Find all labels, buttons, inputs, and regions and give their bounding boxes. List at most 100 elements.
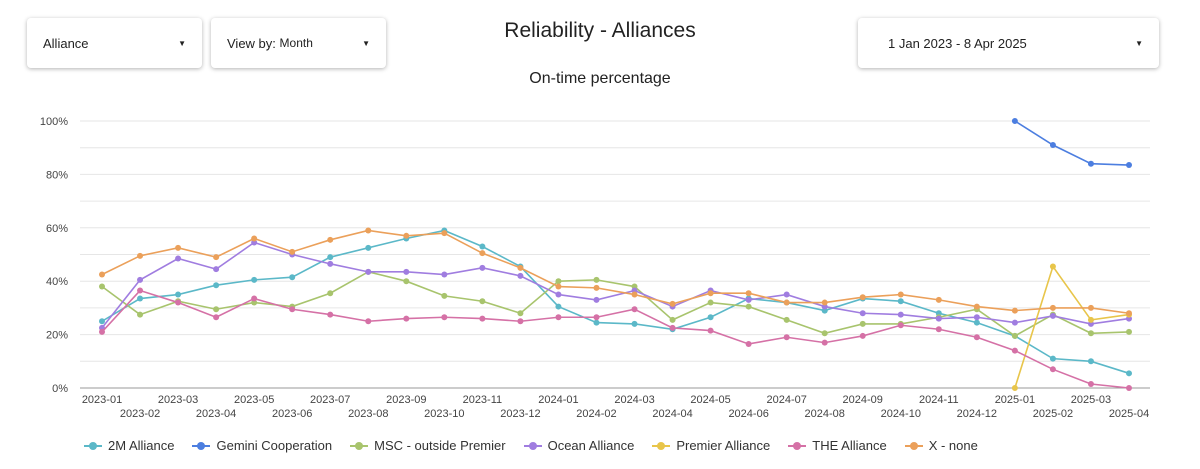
- dropdown-arrow-icon: ▼: [1135, 38, 1143, 48]
- x-tick-label: 2023-11: [463, 394, 503, 406]
- data-point: [1087, 330, 1094, 337]
- data-point: [859, 320, 866, 327]
- legend: 2M Alliance Gemini Cooperation MSC - outsi…: [84, 438, 978, 453]
- x-tick-label: 2023-06: [272, 408, 312, 420]
- x-tick-label: 2024-04: [652, 408, 692, 420]
- legend-item[interactable]: MSC - outside Premier: [350, 438, 506, 453]
- data-point: [783, 334, 790, 341]
- data-point: [441, 314, 448, 321]
- data-point: [707, 314, 714, 321]
- data-point: [707, 327, 714, 334]
- x-tick-label: 2024-01: [538, 394, 578, 406]
- data-point: [175, 244, 182, 251]
- x-tick-label: 2023-08: [348, 408, 388, 420]
- view-by-dropdown[interactable]: View by: Month ▼: [211, 18, 386, 68]
- data-point: [213, 306, 220, 313]
- x-tick-label: 2023-12: [500, 408, 540, 420]
- x-tick-label: 2023-07: [310, 394, 350, 406]
- data-point: [327, 311, 334, 318]
- alliance-dropdown[interactable]: Alliance ▼: [27, 18, 202, 68]
- data-point: [1049, 312, 1056, 319]
- data-point: [137, 311, 144, 318]
- legend-marker-icon: [523, 441, 542, 450]
- data-point: [1011, 347, 1018, 354]
- data-point: [137, 295, 144, 302]
- legend-item[interactable]: THE Alliance: [788, 438, 887, 453]
- dropdown-arrow-icon: ▼: [178, 38, 186, 48]
- data-point: [1049, 304, 1056, 311]
- x-tick-label: 2025-01: [995, 394, 1035, 406]
- legend-label: X - none: [928, 438, 978, 453]
- y-tick-label: 60%: [46, 223, 68, 235]
- data-point: [1087, 160, 1094, 167]
- data-point: [365, 244, 372, 251]
- chart-title: Reliability - Alliances: [504, 19, 696, 42]
- data-point: [175, 291, 182, 298]
- data-point: [251, 276, 258, 283]
- data-point: [859, 310, 866, 317]
- data-point: [327, 254, 334, 261]
- x-tick-label: 2023-10: [424, 408, 464, 420]
- data-point: [441, 230, 448, 237]
- x-tick-label: 2024-11: [919, 394, 959, 406]
- data-point: [973, 303, 980, 310]
- legend-marker-icon: [904, 441, 923, 450]
- data-point: [897, 322, 904, 329]
- data-point: [99, 318, 105, 325]
- data-point: [821, 330, 828, 337]
- date-range-dropdown[interactable]: 1 Jan 2023 - 8 Apr 2025 ▼: [858, 18, 1159, 68]
- data-point: [555, 291, 562, 298]
- data-point: [251, 295, 258, 302]
- data-point: [479, 250, 486, 257]
- data-point: [593, 319, 600, 326]
- x-tick-label: 2024-12: [957, 408, 997, 420]
- data-point: [99, 283, 105, 290]
- x-tick-label: 2024-09: [843, 394, 883, 406]
- data-point: [137, 287, 144, 294]
- data-point: [479, 243, 486, 250]
- data-point: [707, 299, 714, 306]
- data-point: [365, 227, 372, 234]
- legend-item[interactable]: X - none: [904, 438, 978, 453]
- data-point: [517, 310, 524, 317]
- data-point: [365, 268, 372, 275]
- data-point: [1011, 385, 1018, 391]
- chart-subtitle: On-time percentage: [529, 70, 671, 87]
- legend-marker-icon: [84, 441, 102, 450]
- data-point: [783, 316, 790, 323]
- data-point: [327, 290, 334, 297]
- legend-item[interactable]: 2M Alliance: [84, 438, 174, 453]
- x-tick-label: 2025-04: [1109, 408, 1149, 420]
- y-tick-label: 100%: [40, 116, 68, 128]
- data-point: [517, 318, 524, 325]
- data-point: [1087, 358, 1094, 365]
- data-point: [175, 255, 182, 262]
- data-point: [517, 272, 524, 279]
- x-tick-label: 2024-07: [766, 394, 806, 406]
- x-tick-label: 2023-04: [196, 408, 236, 420]
- x-tick-label: 2023-01: [82, 394, 122, 406]
- data-point: [1126, 385, 1132, 391]
- data-point: [289, 248, 296, 255]
- dropdown-arrow-icon: ▼: [362, 38, 370, 48]
- data-point: [1049, 142, 1056, 149]
- legend-item[interactable]: Ocean Alliance: [523, 438, 634, 453]
- data-point: [327, 236, 334, 243]
- x-tick-label: 2024-03: [614, 394, 654, 406]
- data-point: [821, 299, 828, 306]
- data-point: [897, 298, 904, 305]
- data-point: [973, 314, 980, 321]
- data-point: [1126, 328, 1132, 335]
- data-point: [1126, 370, 1132, 377]
- data-point: [289, 306, 296, 313]
- data-point: [935, 296, 942, 303]
- x-tick-label: 2024-06: [728, 408, 768, 420]
- data-point: [1087, 316, 1094, 323]
- x-tick-label: 2023-03: [158, 394, 198, 406]
- y-tick-label: 40%: [46, 276, 68, 288]
- legend-item[interactable]: Premier Alliance: [652, 438, 770, 453]
- data-point: [783, 299, 790, 306]
- data-point: [441, 292, 448, 299]
- data-point: [137, 276, 144, 283]
- legend-item[interactable]: Gemini Cooperation: [192, 438, 332, 453]
